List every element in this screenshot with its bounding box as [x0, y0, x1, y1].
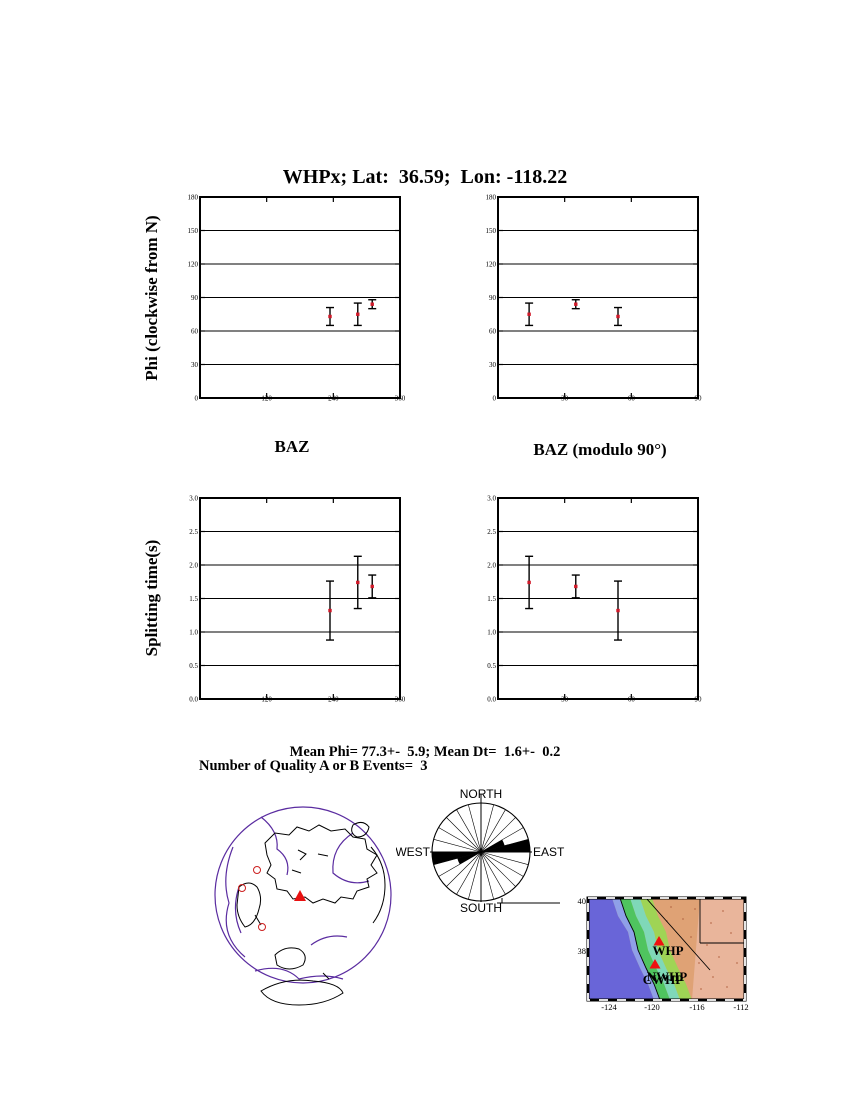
- station-label-whp: WHP: [652, 943, 683, 958]
- svg-text:-116: -116: [689, 1002, 704, 1012]
- phi-vs-baz-chart: 0 30 60 90 120 150 180 120 240 360: [188, 193, 406, 403]
- svg-text:-120: -120: [644, 1002, 660, 1012]
- station-triangle-icon: [294, 890, 306, 901]
- y-tick-label: 60: [191, 327, 199, 335]
- rose-wedge: [481, 839, 505, 852]
- rose-south-label: SOUTH: [460, 901, 502, 915]
- y-tick-label: 1.5: [189, 595, 198, 603]
- station-whp-triangle-icon: [653, 936, 665, 946]
- y-tick-label: 3.0: [487, 494, 496, 502]
- svg-text:38: 38: [578, 946, 587, 956]
- x-tick-label: 240: [328, 696, 339, 704]
- data-point: [353, 555, 362, 610]
- rose-east-label: EAST: [533, 845, 565, 859]
- rose-west-label: WEST: [396, 845, 431, 859]
- y-tick-label: 1.0: [487, 628, 496, 636]
- x-tick-label: 240: [328, 395, 339, 403]
- rose-north-label: NORTH: [460, 787, 502, 801]
- data-point: [326, 580, 334, 641]
- x-tick-label: 360: [395, 395, 406, 403]
- y-tick-label: 1.0: [189, 628, 198, 636]
- y-tick-label: 90: [489, 294, 497, 302]
- map-tick-labels: 40 38 -124 -120 -116 -112: [578, 896, 749, 1012]
- x-tick-label: 90: [695, 395, 703, 403]
- data-point: [353, 302, 362, 327]
- y-tick-label: 0.0: [189, 695, 198, 703]
- plot-frame: [497, 497, 699, 700]
- y-tick-label: 2.5: [487, 528, 496, 536]
- mean-results-text: Mean Phi= 77.3+- 5.9; Mean Dt= 1.6+- 0.2: [289, 744, 561, 760]
- rose-wedge: [457, 852, 481, 865]
- x-tick-label: 60: [628, 395, 636, 403]
- x-tick-label: 120: [261, 395, 272, 403]
- y-tick-label: 120: [486, 260, 497, 268]
- plot-frame: [199, 497, 401, 700]
- x-tick-label: 30: [561, 395, 569, 403]
- y-tick-label: 0: [493, 394, 497, 402]
- baz-axis-label: BAZ: [274, 437, 310, 456]
- data-point: [571, 574, 580, 599]
- data-point: [614, 306, 622, 327]
- page-title: WHPx; Lat: 36.59; Lon: -118.22: [282, 166, 568, 188]
- y-tick-label: 90: [191, 294, 199, 302]
- y-tick-label: 150: [188, 227, 199, 235]
- x-tick-label: 30: [561, 696, 569, 704]
- y-tick-label: 0.5: [189, 662, 198, 670]
- y-tick-label: 180: [486, 193, 497, 201]
- x-tick-label: 60: [628, 696, 636, 704]
- y-tick-label: 30: [489, 361, 497, 369]
- y-tick-label: 150: [486, 227, 497, 235]
- svg-text:40: 40: [578, 896, 587, 906]
- y-tick-label: 2.0: [487, 561, 496, 569]
- svg-text:-124: -124: [601, 1002, 617, 1012]
- station-map: WHP NWHP CWHP 40 38 -124 -120 -116 -112: [578, 896, 749, 1012]
- y-tick-label: 60: [489, 327, 497, 335]
- y-tick-label: 0.0: [487, 695, 496, 703]
- svg-text:-112: -112: [733, 1002, 748, 1012]
- dt-vs-baz-chart: 0.0 0.5 1.0 1.5 2.0 2.5 3.0 120 240 360: [189, 494, 406, 704]
- station-label-nwhp: NWHP: [647, 969, 688, 984]
- y-tick-label: 0: [195, 394, 199, 402]
- map-borders: [619, 898, 745, 1000]
- event-circle-icons: [238, 866, 266, 931]
- rose-wedge: [432, 852, 481, 865]
- plate-boundaries: [214, 806, 392, 984]
- data-point: [525, 302, 534, 327]
- dt-vs-baz-mod90-chart: 0.0 0.5 1.0 1.5 2.0 2.5 3.0 30 60 90: [487, 494, 703, 704]
- data-point: [368, 574, 377, 599]
- data-point: [368, 299, 377, 310]
- data-point: [525, 555, 534, 610]
- map-terrain: WHP NWHP CWHP: [588, 898, 745, 1000]
- y-tick-label: 1.5: [487, 595, 496, 603]
- x-tick-label: 90: [695, 696, 703, 704]
- x-tick-label: 120: [261, 696, 272, 704]
- phi-axis-title: Phi (clockwise from N): [142, 215, 161, 381]
- event-count-text: Number of Quality A or B Events= 3: [199, 758, 428, 774]
- globe-map: [214, 806, 392, 1006]
- y-tick-label: 2.5: [189, 528, 198, 536]
- y-tick-label: 2.0: [189, 561, 198, 569]
- y-tick-label: 120: [188, 260, 199, 268]
- rose-wedge: [481, 839, 530, 852]
- map-frame: [586, 896, 747, 1002]
- data-point: [326, 306, 334, 327]
- y-tick-label: 30: [191, 361, 199, 369]
- rose-scale-bar: [497, 898, 560, 904]
- y-tick-label: 0.5: [487, 662, 496, 670]
- data-point: [571, 299, 580, 310]
- x-tick-label: 360: [395, 696, 406, 704]
- station-label-cwhp: CWHP: [643, 972, 684, 987]
- rose-diagram: NORTH SOUTH WEST EAST: [396, 787, 565, 915]
- plot-frame: [199, 196, 401, 399]
- y-tick-label: 180: [188, 193, 199, 201]
- baz-mod90-axis-label: BAZ (modulo 90°): [533, 440, 667, 459]
- station-nwhp-triangle-icon: [649, 959, 661, 969]
- plot-frame: [497, 196, 699, 399]
- y-tick-label: 3.0: [189, 494, 198, 502]
- coastlines: [236, 821, 386, 1006]
- dt-axis-title: Splitting time(s): [142, 539, 161, 657]
- data-point: [614, 580, 622, 641]
- phi-vs-baz-mod90-chart: 0 30 60 90 120 150 180 30 60 90: [486, 193, 703, 403]
